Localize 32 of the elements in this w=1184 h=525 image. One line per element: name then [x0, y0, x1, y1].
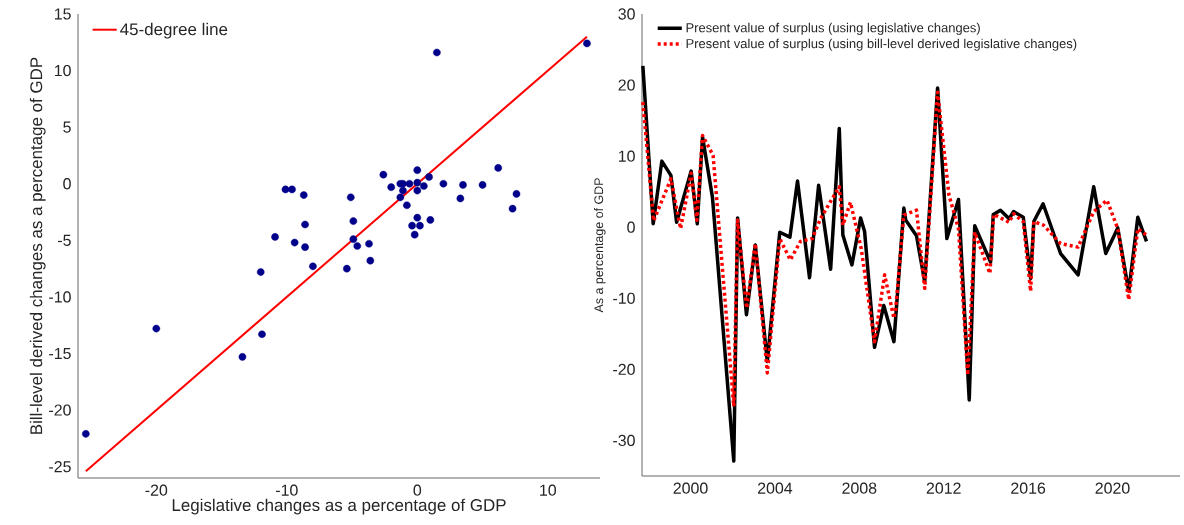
y-tick-label: 15 — [54, 8, 71, 20]
x-tick-label: 2004 — [757, 482, 793, 494]
x-tick-label: -10 — [275, 484, 298, 496]
y-tick-label: 20 — [618, 79, 635, 91]
x-tick-label: 0 — [413, 484, 422, 496]
y-tick-label: 0 — [63, 178, 71, 190]
y-tick-label: -20 — [49, 404, 71, 416]
y-axis-title: Bill-level derived changes as a percentage of GDP — [29, 57, 46, 434]
y-tick-label: -15 — [49, 347, 71, 360]
y-tick-label: -30 — [613, 434, 635, 447]
x-tick-label: 2000 — [673, 482, 708, 494]
x-tick-label: -20 — [145, 484, 168, 496]
x-tick-label: 2016 — [1011, 482, 1046, 494]
y-tick-label: -10 — [49, 291, 71, 303]
y-tick-label: 10 — [54, 64, 71, 77]
legend-label: Present value of surplus (using bill-level derived legislative changes) — [686, 38, 1077, 51]
y-tick-label: 30 — [618, 8, 635, 20]
y-tick-label: -5 — [58, 234, 71, 246]
x-tick-label: 2008 — [842, 482, 877, 494]
y-tick-label: 10 — [618, 150, 635, 162]
y-axis-title: As a percentage of GDP — [594, 178, 606, 313]
legend-label: Present value of surplus (using legislative changes) — [686, 22, 980, 35]
legend-label: 45-degree line — [120, 22, 228, 39]
x-tick-label: 10 — [540, 484, 557, 496]
y-tick-label: -10 — [613, 292, 635, 304]
y-tick-label: -25 — [49, 461, 71, 473]
y-tick-label: 5 — [63, 121, 71, 133]
x-axis-title: Legislative changes as a percentage of GDP — [172, 498, 506, 515]
y-tick-label: 0 — [627, 221, 635, 233]
x-tick-label: 2012 — [926, 482, 961, 494]
y-tick-label: -20 — [613, 363, 635, 376]
x-tick-label: 2020 — [1095, 482, 1130, 494]
